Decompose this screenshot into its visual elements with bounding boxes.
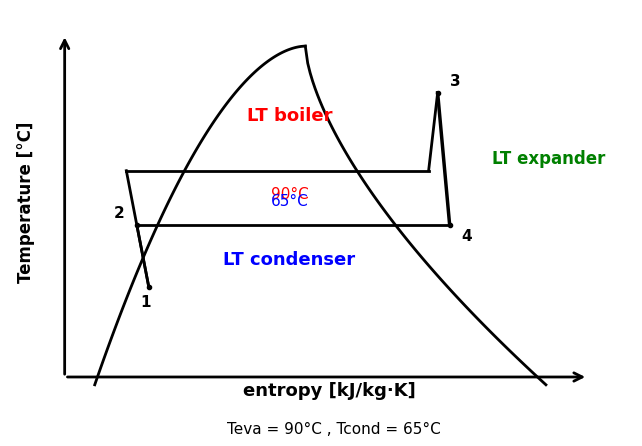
Text: 3: 3: [449, 74, 460, 89]
Text: 1: 1: [141, 295, 151, 310]
Text: 65°C: 65°C: [271, 194, 308, 209]
Text: 4: 4: [462, 229, 473, 244]
Text: entropy [kJ/kg·K]: entropy [kJ/kg·K]: [243, 382, 416, 401]
Text: LT condenser: LT condenser: [223, 251, 356, 269]
Text: Temperature [°C]: Temperature [°C]: [17, 121, 35, 282]
Text: 2: 2: [114, 206, 125, 221]
Text: LT expander: LT expander: [492, 150, 605, 168]
Text: LT boiler: LT boiler: [247, 107, 333, 125]
Text: Teva = 90°C , Tcond = 65°C: Teva = 90°C , Tcond = 65°C: [227, 422, 440, 437]
Text: 90°C: 90°C: [271, 186, 308, 202]
